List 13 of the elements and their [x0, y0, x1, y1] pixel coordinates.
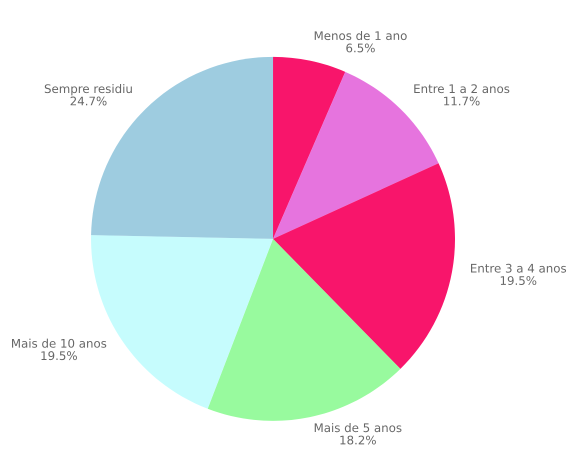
pie-slice	[208, 238, 400, 421]
data-label: 19.5%	[41, 351, 77, 360]
slice-label: Entre 3 a 4 anos	[471, 264, 566, 273]
data-label: 18.2%	[340, 436, 376, 445]
slice-label: Entre 1 a 2 anos	[414, 84, 510, 94]
slice-label: Mais de 5 anos	[314, 423, 402, 432]
data-label: 6.5%	[346, 43, 375, 52]
slice-label: Mais de 10 anos	[12, 338, 106, 348]
data-label: 11.7%	[444, 96, 480, 106]
slice-label: Sempre residiu	[44, 84, 132, 96]
data-label: 19.5%	[500, 276, 536, 286]
slice-label: Menos de 1 ano	[314, 30, 407, 40]
data-label: 24.7%	[70, 96, 107, 106]
